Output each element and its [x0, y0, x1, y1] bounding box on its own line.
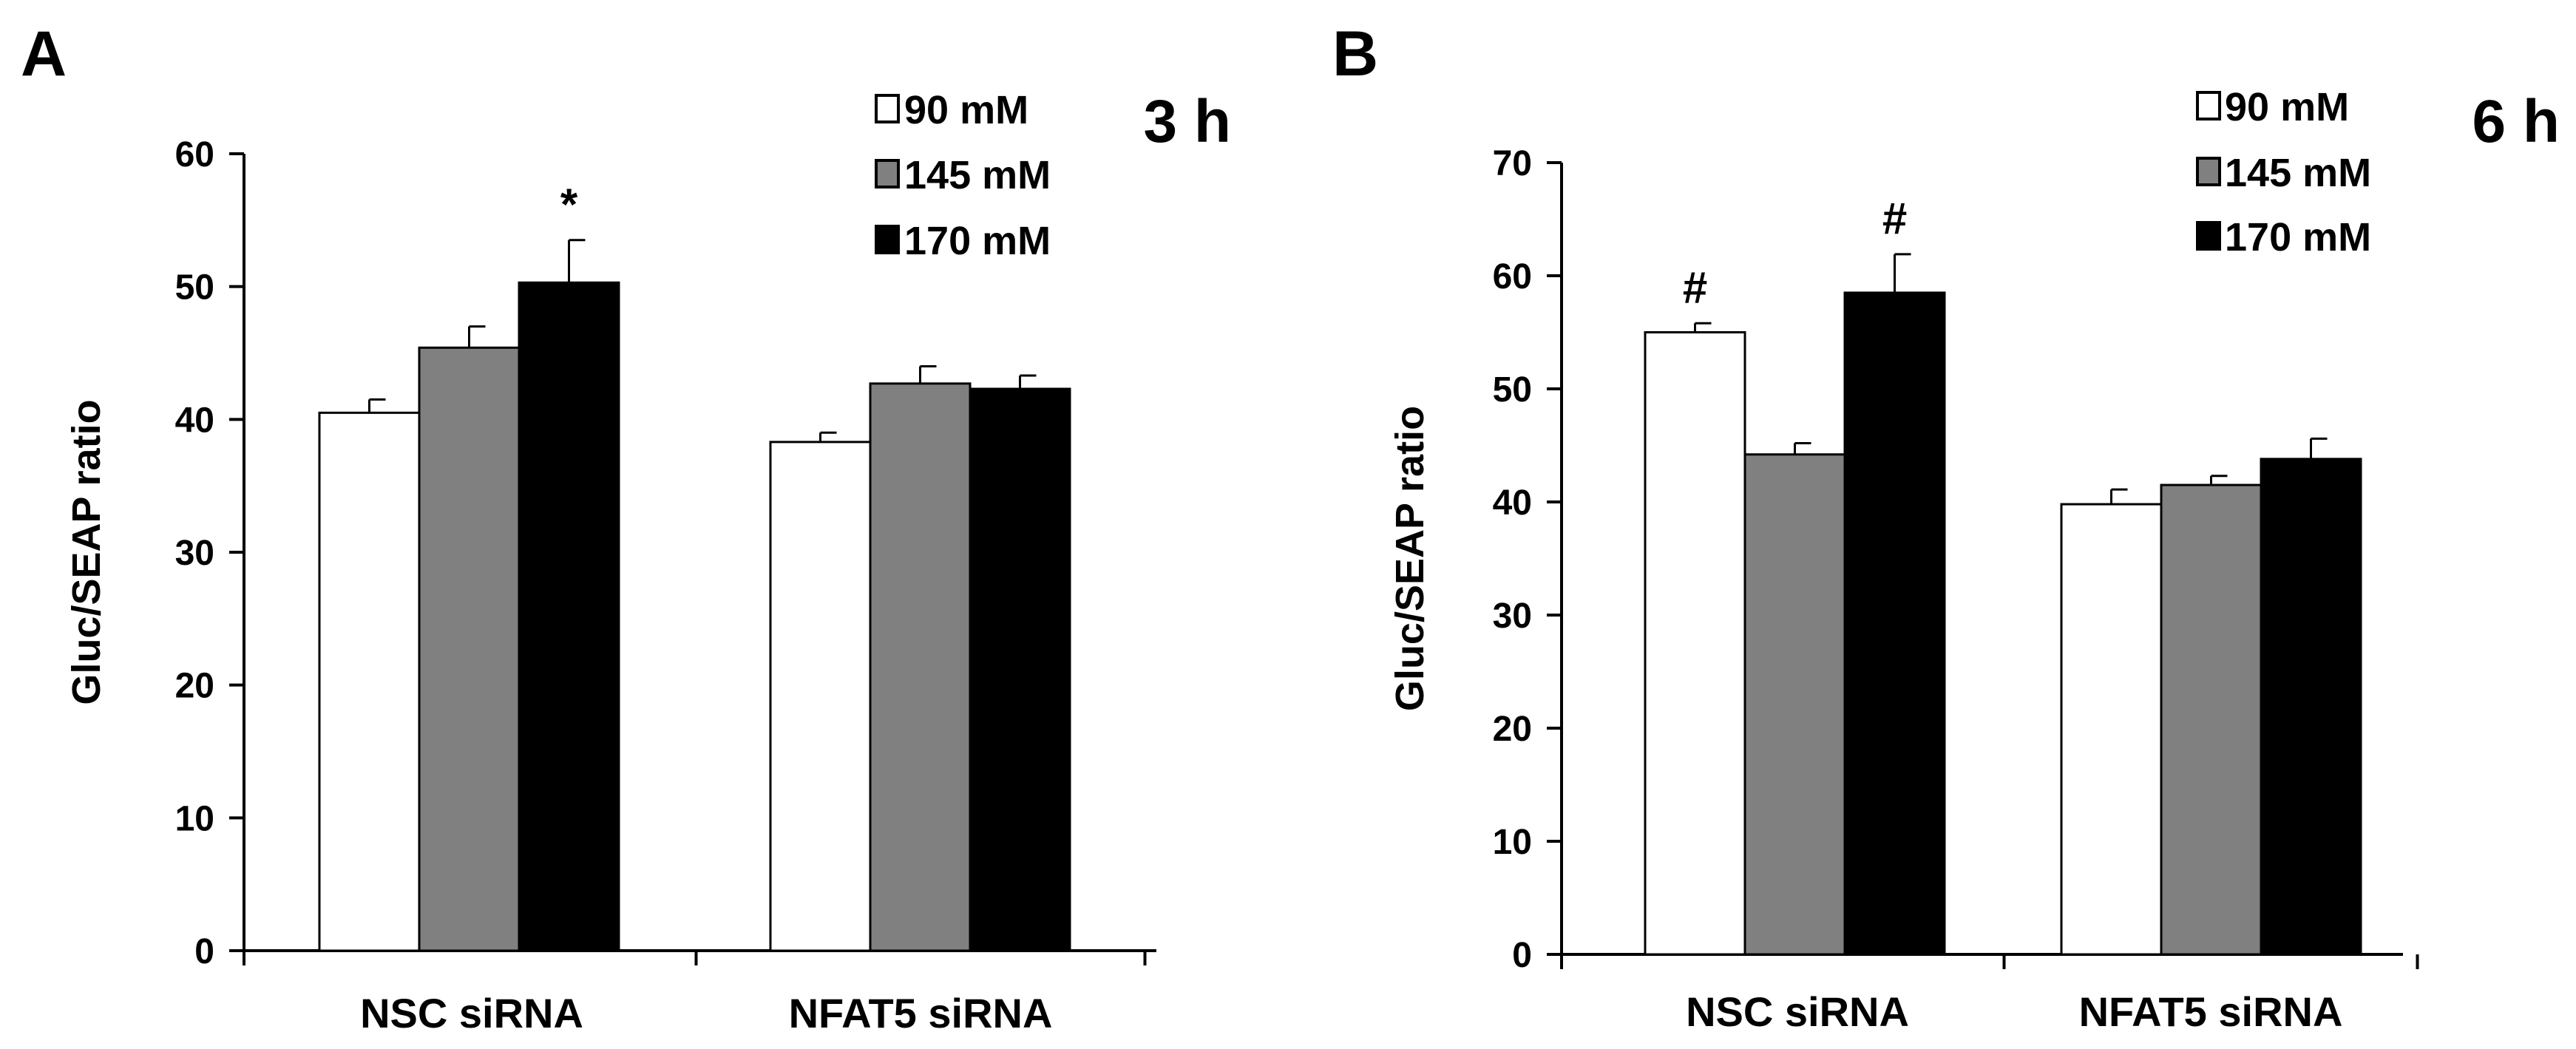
- panel-a-category-label: NFAT5 siRNA: [789, 990, 1053, 1036]
- panel-a-letter: A: [21, 18, 67, 89]
- panel-b-bar: [2260, 458, 2362, 956]
- panel-b-bar: [1644, 331, 1746, 956]
- panel-b-category-label: NFAT5 siRNA: [2079, 988, 2343, 1035]
- panel-b-bar: [2160, 483, 2263, 956]
- panel-a-title: 3 h: [1144, 88, 1231, 155]
- panel-a-significance-mark: *: [560, 180, 578, 229]
- panel-a-y-axis-label: Gluc/SEAP ratio: [64, 399, 109, 705]
- panel-a-category-label: NSC siRNA: [360, 990, 583, 1036]
- panel-b-significance-mark: #: [1683, 262, 1707, 312]
- panel-b-letter: B: [1332, 18, 1378, 89]
- panel-b-chart: B 6 h 0 10 20 30 40 50 60 70 Gluc/SEAP ratio NSC si…: [1332, 18, 2560, 1035]
- panel-b-y-tick-label: 40: [1493, 483, 1532, 523]
- panel-b-legend-label: 145 mM: [2225, 151, 2371, 195]
- panel-a-bar: [769, 441, 872, 952]
- panel-b-y-tick-label: 20: [1493, 710, 1532, 749]
- panel-a-y-tick-label: 30: [175, 534, 214, 573]
- panel-b-title: 6 h: [2472, 88, 2560, 155]
- panel-b-legend-swatch: [2196, 221, 2221, 251]
- panel-a-bar: [969, 387, 1071, 952]
- panel-b-bar: [2060, 503, 2163, 956]
- panel-b-y-tick-label: 50: [1493, 370, 1532, 410]
- panel-b-bar: [1843, 291, 1946, 956]
- panel-b-category-label: NSC siRNA: [1686, 988, 1909, 1035]
- panel-a-bar: [518, 281, 620, 952]
- panel-a-legend-swatch: [875, 94, 900, 123]
- panel-a-chart: A 3 h 0 10 20 30 40 50 60 Gluc/SEAP ratio NSC siRN…: [21, 18, 1231, 1036]
- panel-b-legend-label: 90 mM: [2225, 85, 2349, 129]
- panel-a-y-tick-label: 40: [175, 401, 214, 440]
- panel-b-significance-mark: #: [1882, 194, 1907, 243]
- panel-a-legend-label: 90 mM: [904, 88, 1028, 132]
- panel-b-y-tick-label: 70: [1493, 144, 1532, 183]
- panel-a-y-tick-label: 0: [194, 932, 214, 971]
- panel-a-y-tick-label: 50: [175, 268, 214, 308]
- panel-b-y-tick-label: 30: [1493, 597, 1532, 636]
- panel-b-legend-label: 170 mM: [2225, 215, 2371, 259]
- panel-b-y-tick-label: 0: [1512, 936, 1532, 975]
- panel-b-legend-swatch: [2196, 91, 2221, 120]
- panel-a-legend-label: 170 mM: [904, 219, 1051, 263]
- panel-a-legend-swatch: [875, 225, 900, 254]
- panel-a-bar: [418, 346, 521, 952]
- panel-a-bar: [318, 411, 421, 952]
- panel-b-y-tick-label: 60: [1493, 257, 1532, 296]
- panel-a-y-tick-label: 20: [175, 667, 214, 706]
- panel-a-legend-swatch: [875, 159, 900, 189]
- panel-b-bar: [1743, 453, 1846, 956]
- panel-a-y-tick-label: 60: [175, 135, 214, 174]
- panel-a-bar: [869, 382, 972, 952]
- panel-b-y-axis-label: Gluc/SEAP ratio: [1388, 406, 1432, 711]
- panel-b-legend-swatch: [2196, 157, 2221, 186]
- panel-a-y-tick-label: 10: [175, 799, 214, 838]
- panel-a-legend-label: 145 mM: [904, 153, 1051, 197]
- panel-b-y-tick-label: 10: [1493, 823, 1532, 862]
